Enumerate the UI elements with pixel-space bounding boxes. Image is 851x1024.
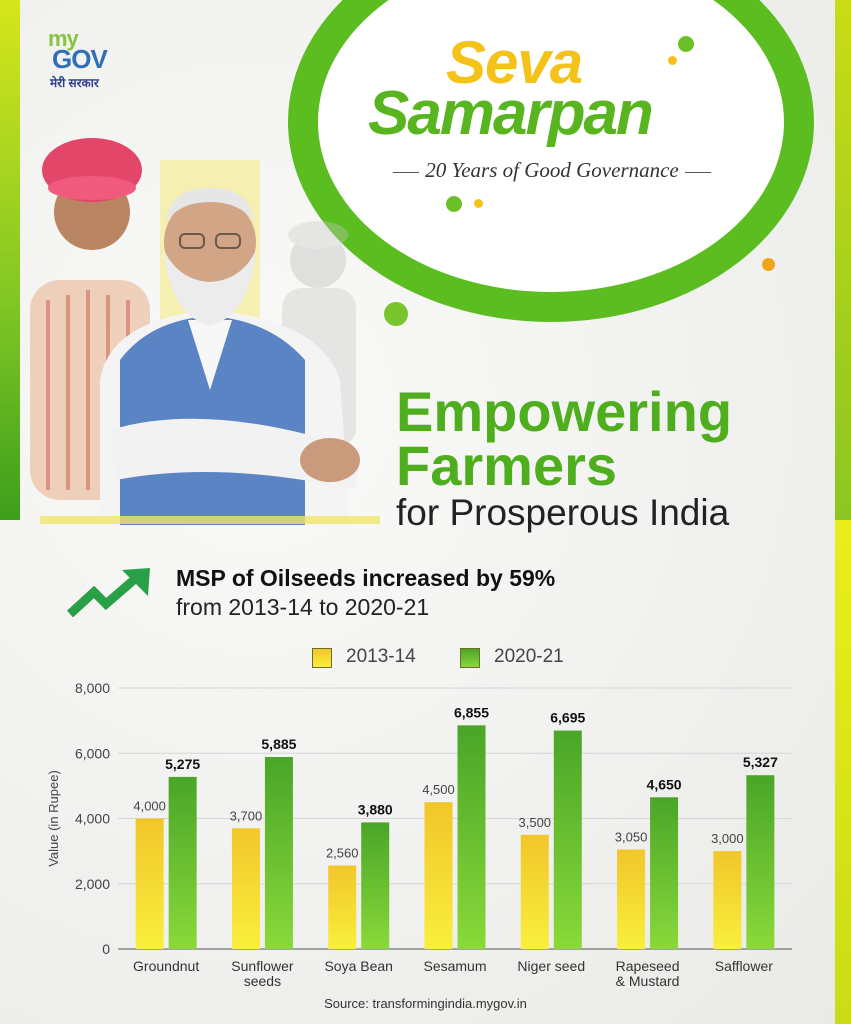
bar-2013 [328, 865, 357, 949]
legend-item-2013: 2013-14 [312, 646, 432, 668]
yellow-underline-band [40, 516, 380, 524]
data-label-2020: 4,650 [647, 776, 682, 792]
x-category-label: Niger seed [517, 958, 585, 974]
legend-label-2020: 2020-21 [494, 646, 564, 667]
bar-2013 [617, 849, 646, 949]
logo-hindi-tagline: मेरी सरकार [50, 76, 99, 90]
headline-line2: Farmers [396, 434, 618, 497]
tagline-rule-right [684, 171, 711, 173]
logo-gov: GOV [52, 44, 108, 74]
title-seva: Seva [446, 29, 583, 96]
y-tick-label: 6,000 [75, 745, 110, 761]
leader-figure [100, 188, 360, 525]
bar-2013 [231, 828, 260, 949]
bar-2020 [264, 757, 293, 949]
bar-2013 [135, 818, 164, 949]
y-tick-label: 8,000 [75, 680, 110, 696]
data-label-2020: 5,885 [261, 736, 296, 752]
headline-subtitle: for Prosperous India [396, 492, 730, 533]
x-category-label: & Mustard [616, 973, 680, 989]
x-category-label: Soya Bean [324, 958, 393, 974]
legend-label-2013: 2013-14 [346, 646, 416, 667]
decor-dot [668, 56, 677, 65]
right-accent-strip-lower [835, 520, 851, 1024]
data-label-2013: 3,050 [615, 829, 648, 844]
x-category-label: Sunflower [231, 958, 294, 974]
data-label-2013: 2,560 [326, 845, 359, 860]
bar-2020 [361, 822, 390, 949]
decor-dot [384, 302, 408, 326]
source-note: Source: transformingindia.mygov.in [324, 996, 527, 1011]
bar-2013 [713, 851, 742, 949]
bar-2013 [424, 802, 453, 949]
tagline-rule-left [393, 171, 420, 173]
tagline: 20 Years of Good Governance [380, 158, 724, 183]
trend-up-arrow-icon [66, 568, 150, 618]
legend-item-2020: 2020-21 [460, 646, 580, 668]
legend-swatch-2020 [460, 648, 480, 668]
bar-2020 [168, 776, 197, 949]
data-label-2013: 3,500 [519, 815, 552, 830]
data-label-2020: 6,695 [550, 710, 585, 726]
data-label-2020: 5,327 [743, 754, 778, 770]
x-category-label: Rapeseed [616, 958, 680, 974]
y-axis-label: Value (in Rupee) [46, 770, 61, 867]
x-category-label: Groundnut [133, 958, 199, 974]
decor-dot [446, 196, 462, 212]
right-accent-strip [835, 0, 851, 520]
bar-2013 [520, 834, 549, 949]
x-category-label: seeds [244, 973, 281, 989]
decor-dot [678, 36, 694, 52]
data-label-2013: 4,000 [133, 799, 166, 814]
data-label-2013: 3,000 [711, 831, 744, 846]
x-category-label: Sesamum [423, 958, 486, 974]
bar-2020 [457, 725, 486, 949]
data-label-2020: 3,880 [358, 801, 393, 817]
headline: Empowering Farmers [396, 380, 733, 497]
data-label-2013: 3,700 [230, 808, 263, 823]
decor-dot [474, 199, 483, 208]
legend-swatch-2013 [312, 648, 332, 668]
msp-bar-chart: 0 2,000 4,000 6,000 8,000 Value (in Rupee) 4,0… [46, 680, 792, 989]
data-label-2013: 4,500 [422, 782, 455, 797]
tagline-text: 20 Years of Good Governance [425, 158, 679, 182]
data-label-2020: 5,275 [165, 756, 200, 772]
logo-my: my [48, 26, 79, 51]
x-category-label: Safflower [715, 958, 773, 974]
headline-line1: Empowering [396, 380, 733, 443]
y-tick-label: 4,000 [75, 811, 110, 827]
bar-2020 [650, 797, 679, 949]
msp-period: from 2013-14 to 2020-21 [176, 594, 430, 620]
people-illustration [30, 138, 360, 525]
bar-2020 [746, 775, 775, 949]
decor-dot [762, 258, 775, 271]
mygov-logo: my GOV मेरी सरकार [48, 26, 138, 90]
data-label-2020: 6,855 [454, 704, 489, 720]
left-accent-strip [0, 0, 20, 520]
y-tick-label: 0 [102, 941, 110, 957]
msp-statement: MSP of Oilseeds increased by 59% [176, 565, 556, 591]
title-samarpan: Samarpan [368, 79, 654, 148]
y-tick-label: 2,000 [75, 876, 110, 892]
bar-2020 [553, 730, 582, 949]
